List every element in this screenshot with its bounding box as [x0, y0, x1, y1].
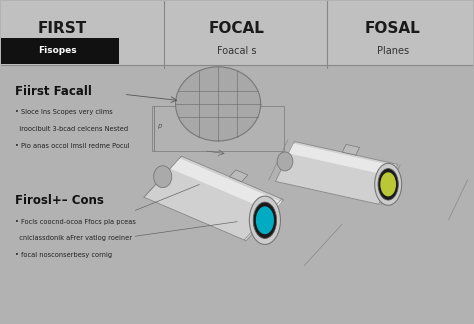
FancyBboxPatch shape	[0, 39, 119, 64]
Text: p: p	[156, 123, 161, 129]
Text: Planes: Planes	[377, 46, 409, 56]
Text: Fiirst Facall: Fiirst Facall	[15, 85, 92, 98]
Polygon shape	[275, 142, 398, 204]
Polygon shape	[289, 144, 397, 176]
Polygon shape	[144, 156, 283, 241]
Text: cniclassdonik aFrer vatlog roeiner: cniclassdonik aFrer vatlog roeiner	[15, 236, 132, 241]
Text: • Sioce Ins Scopes very clims: • Sioce Ins Scopes very clims	[15, 109, 113, 115]
Polygon shape	[342, 145, 359, 155]
Ellipse shape	[277, 152, 293, 171]
Ellipse shape	[378, 168, 398, 200]
Text: FOCAL: FOCAL	[209, 21, 265, 36]
Text: Fisopes: Fisopes	[38, 46, 77, 55]
Ellipse shape	[256, 206, 274, 234]
Text: iroocibult 3-bcad celcens Nested: iroocibult 3-bcad celcens Nested	[15, 126, 128, 132]
Text: FOSAL: FOSAL	[365, 21, 421, 36]
Ellipse shape	[249, 196, 281, 245]
Polygon shape	[170, 158, 282, 212]
Ellipse shape	[154, 166, 172, 188]
Ellipse shape	[253, 202, 276, 238]
Polygon shape	[229, 170, 248, 182]
Text: • Pio anas occol Imsil redme Pocul: • Pio anas occol Imsil redme Pocul	[15, 143, 129, 148]
Ellipse shape	[374, 163, 401, 205]
Ellipse shape	[380, 172, 396, 196]
Text: • focal nosconserbesy cornig: • focal nosconserbesy cornig	[15, 252, 112, 258]
Ellipse shape	[175, 67, 261, 141]
Bar	[152, 106, 284, 151]
Text: FIRST: FIRST	[37, 21, 87, 36]
Text: Foacal s: Foacal s	[217, 46, 257, 56]
Text: • Focls coocnd-ocoa Ffocs pla pceas: • Focls coocnd-ocoa Ffocs pla pceas	[15, 219, 136, 225]
Text: Firosl+– Cons: Firosl+– Cons	[15, 194, 104, 207]
Bar	[0, 0, 474, 65]
